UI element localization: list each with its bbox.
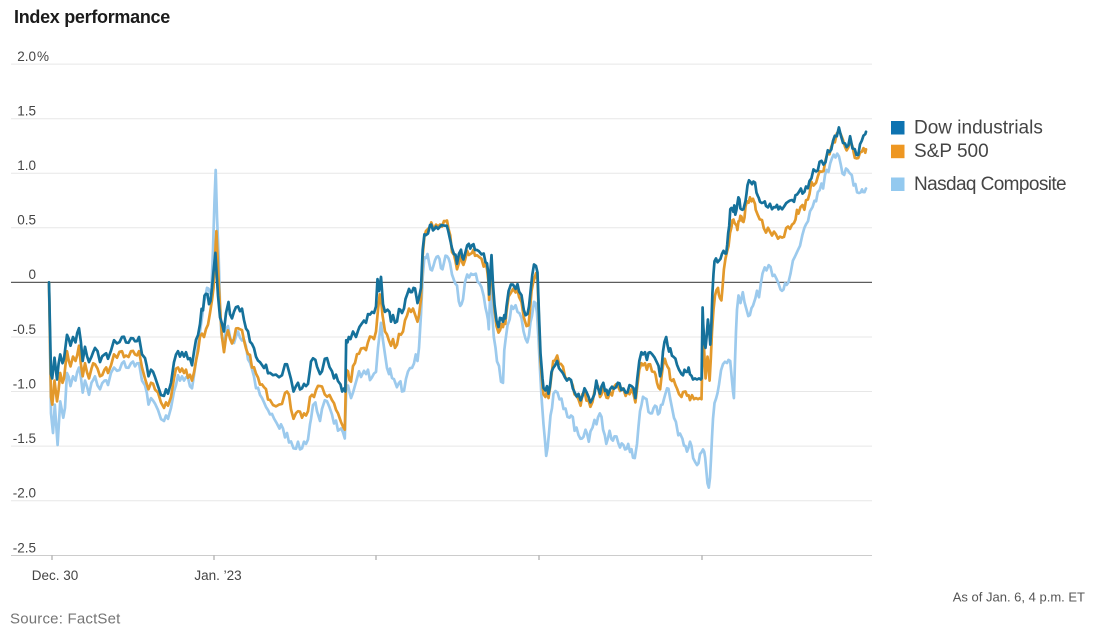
svg-text:Source: FactSet: Source: FactSet <box>10 611 121 628</box>
svg-text:Nasdaq Composite: Nasdaq Composite <box>914 174 1066 195</box>
svg-text:-1.5: -1.5 <box>13 431 36 446</box>
svg-text:%: % <box>37 49 49 64</box>
svg-text:1.5: 1.5 <box>17 104 36 119</box>
svg-text:0.5: 0.5 <box>17 213 36 228</box>
svg-text:Dec. 30: Dec. 30 <box>32 568 79 583</box>
svg-text:Index performance: Index performance <box>14 7 170 27</box>
svg-text:-1.0: -1.0 <box>13 376 36 391</box>
svg-text:-2.5: -2.5 <box>13 540 36 555</box>
svg-text:0: 0 <box>28 267 36 282</box>
svg-text:S&P 500: S&P 500 <box>914 141 989 162</box>
svg-text:As of Jan. 6, 4 p.m. ET: As of Jan. 6, 4 p.m. ET <box>953 590 1085 605</box>
svg-text:-0.5: -0.5 <box>13 322 36 337</box>
svg-text:2.0: 2.0 <box>17 49 36 64</box>
svg-text:-2.0: -2.0 <box>13 486 36 501</box>
svg-text:Dow industrials: Dow industrials <box>914 118 1043 139</box>
svg-text:1.0: 1.0 <box>17 158 36 173</box>
svg-text:Jan. ’23: Jan. ’23 <box>194 568 241 583</box>
